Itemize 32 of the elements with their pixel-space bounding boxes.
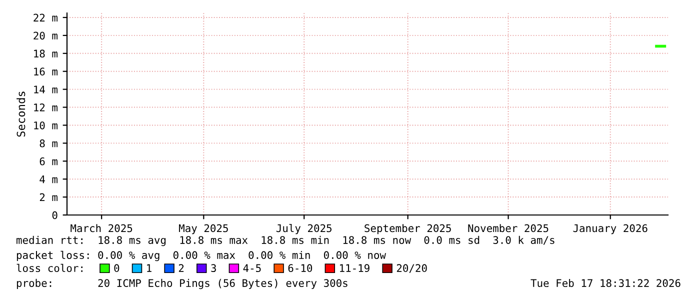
y-tick-label: 2 m (40, 193, 58, 202)
x-tick-label: September 2025 (364, 224, 451, 234)
legend-label: 1 (147, 264, 152, 272)
y-axis-title: Seconds (16, 92, 26, 137)
x-tick-label: January 2026 (573, 224, 648, 234)
legend-label: 2 (178, 264, 184, 272)
y-tick-label: 0 (52, 211, 58, 220)
text: median rtt: 18.8 ms avg 18.8 ms max 18.8 ms min 18.8 ms now 0.0 ms sd 3.0 k am/s (16, 236, 554, 246)
y-tick-label: 18 m (34, 50, 58, 58)
text: Tue Feb 17 18:31:22 2026 (530, 278, 680, 288)
legend-label: 11-19 (340, 264, 370, 272)
x-tick-label: May 2025 (179, 224, 228, 234)
y-tick-label: 12 m (34, 104, 58, 112)
x-tick-label: March 2025 (70, 224, 132, 232)
x-tick-label: July 2025 (276, 224, 332, 234)
y-tick-label: 4 m (40, 175, 58, 184)
y-tick-label: 8 m (40, 139, 58, 148)
legend-label: 6-10 (288, 264, 312, 272)
text: packet loss: 0.00 % avg 0.00 % max 0.00 % min 0.00 % now (16, 250, 386, 262)
legend-label: 3 (211, 264, 216, 272)
y-tick-label: 22 m (34, 14, 58, 22)
legend-title: loss color: (16, 264, 82, 272)
y-tick-label: 6 m (40, 157, 58, 166)
x-tick-label: November 2025 (468, 224, 548, 232)
legend-label: 4-5 (243, 264, 261, 272)
y-tick-label: 16 m (34, 68, 58, 76)
text: probe: 20 ICMP Echo Pings (56 Bytes) every 300s (16, 278, 348, 290)
y-tick-label: 20 m (34, 32, 58, 40)
y-tick-label: 14 m (34, 86, 58, 94)
legend-label: 20/20 (396, 264, 427, 273)
y-tick-label: 10 m (34, 121, 58, 130)
legend-label: 0 (114, 264, 120, 272)
